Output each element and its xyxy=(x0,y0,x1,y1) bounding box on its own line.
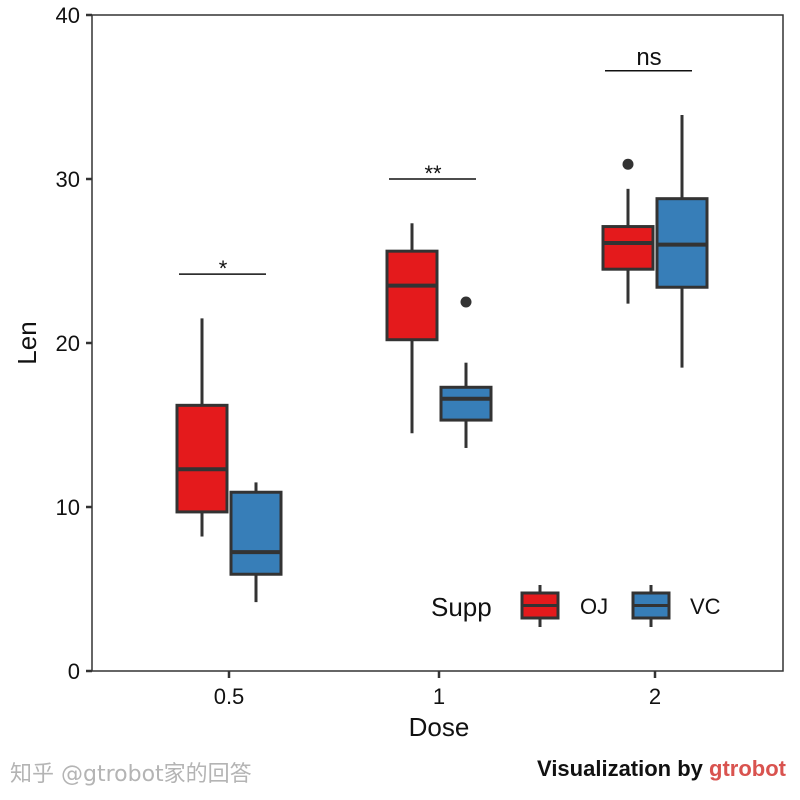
outlier-point xyxy=(622,158,634,170)
box-vc xyxy=(229,490,283,576)
x-tick-label: 0.5 xyxy=(214,684,245,709)
caption-brand: gtrobot xyxy=(709,756,786,781)
y-tick-label: 30 xyxy=(56,167,80,192)
box-oj xyxy=(175,403,229,514)
significance-label: * xyxy=(219,256,228,281)
y-tick-label: 10 xyxy=(56,495,80,520)
caption-prefix: Visualization by xyxy=(537,756,710,781)
y-axis-title: Len xyxy=(12,321,42,364)
y-tick-label: 0 xyxy=(68,659,80,684)
box-vc xyxy=(439,385,493,422)
legend-label: OJ xyxy=(580,594,608,619)
watermark: 知乎 @gtrobot家的回答 xyxy=(10,762,252,787)
caption: Visualization by gtrobot xyxy=(537,756,786,782)
significance-label: ns xyxy=(636,44,661,71)
y-tick-label: 20 xyxy=(56,331,80,356)
box-oj xyxy=(385,249,439,342)
outlier-point xyxy=(460,296,472,308)
legend-label: VC xyxy=(690,594,721,619)
x-axis-title: Dose xyxy=(409,712,470,742)
box-oj xyxy=(601,225,655,271)
plot-panel xyxy=(91,14,784,672)
significance-label: ** xyxy=(424,161,442,186)
x-tick-label: 1 xyxy=(433,684,445,709)
legend-title: Supp xyxy=(431,592,492,622)
x-tick-label: 2 xyxy=(649,684,661,709)
y-tick-label: 40 xyxy=(56,3,80,28)
